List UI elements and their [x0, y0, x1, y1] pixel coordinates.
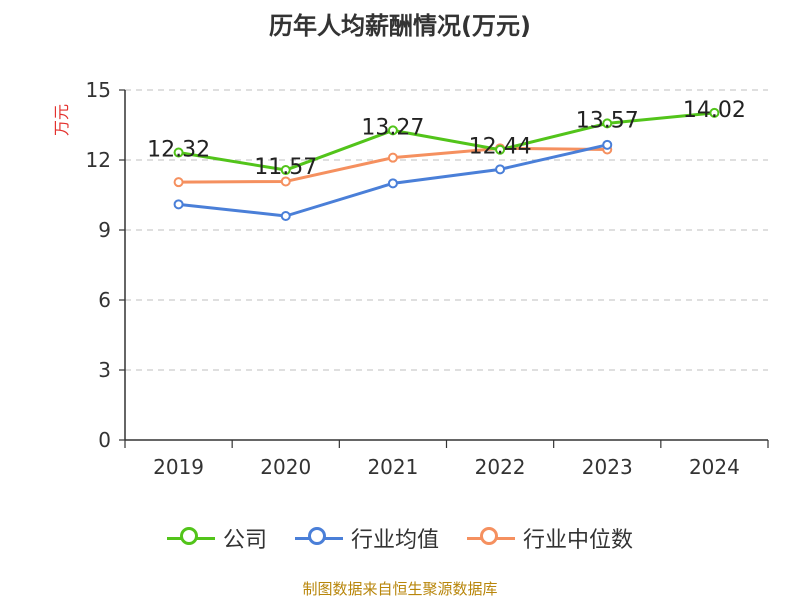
data-point	[495, 164, 506, 175]
data-point	[387, 125, 398, 136]
data-point	[173, 199, 184, 210]
x-tick-label: 2020	[260, 455, 311, 479]
legend-marker-icon	[166, 525, 215, 551]
chart-title: 历年人均薪酬情况(万元)	[269, 12, 531, 40]
data-point	[387, 178, 398, 189]
series-line	[178, 111, 715, 172]
data-point	[280, 176, 291, 187]
data-point	[280, 211, 291, 221]
legend-item[interactable]: 行业中位数	[467, 522, 633, 554]
data-label: 12.32	[147, 138, 210, 163]
data-point	[495, 144, 506, 155]
legend: 公司 行业均值 行业中位数	[0, 520, 800, 556]
x-tick-label: 2022	[475, 455, 526, 479]
data-label: 12.44	[469, 135, 532, 160]
data-label: 13.57	[576, 108, 639, 133]
legend-label: 行业中位数	[523, 528, 634, 553]
data-label: 14.02	[683, 98, 746, 123]
data-point	[280, 165, 291, 176]
legend-label: 公司	[222, 528, 267, 553]
legend-label: 行业均值	[350, 528, 439, 553]
y-tick-label: 3	[98, 358, 111, 382]
data-point	[387, 152, 398, 163]
x-tick-label: 2021	[367, 455, 418, 479]
data-point	[709, 107, 720, 118]
data-label: 11.57	[254, 155, 317, 180]
legend-marker-icon	[467, 525, 515, 551]
y-tick-label: 9	[98, 218, 111, 242]
data-label: 13.27	[361, 115, 424, 140]
legend-item[interactable]: 公司	[166, 522, 267, 554]
x-tick-label: 2024	[689, 455, 740, 479]
source-note: 制图数据来自恒生聚源数据库	[302, 580, 498, 598]
y-tick-label: 15	[86, 78, 111, 102]
x-tick-label: 2019	[153, 455, 204, 479]
data-point	[173, 177, 184, 188]
data-point	[602, 118, 613, 129]
x-tick-label: 2023	[582, 455, 633, 479]
y-tick-label: 6	[98, 288, 111, 312]
legend-marker-icon	[294, 525, 343, 551]
y-tick-label: 12	[86, 148, 111, 172]
legend-item[interactable]: 行业均值	[294, 522, 439, 554]
data-point	[173, 147, 184, 158]
data-point	[602, 139, 613, 150]
y-tick-label: 0	[98, 428, 111, 452]
